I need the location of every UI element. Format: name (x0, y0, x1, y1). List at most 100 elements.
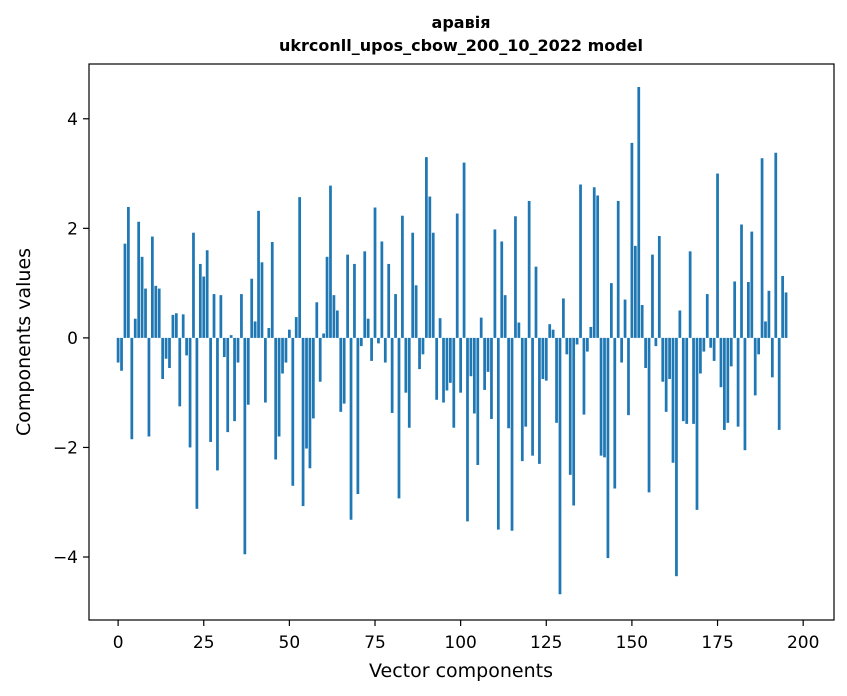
bar (144, 288, 147, 338)
bar (397, 337, 401, 499)
bar (212, 294, 216, 338)
bar (370, 337, 373, 361)
bar (264, 337, 267, 403)
bar (644, 337, 647, 369)
x-axis-label: Vector components (369, 660, 553, 682)
bar (774, 152, 778, 338)
bar (747, 282, 750, 338)
bar (130, 337, 134, 440)
bar (164, 337, 168, 359)
bar (349, 337, 353, 520)
bar (472, 337, 476, 414)
bar (353, 263, 356, 338)
bar (219, 295, 223, 338)
bar (736, 337, 740, 427)
bar (606, 337, 610, 559)
bar (216, 337, 219, 471)
bar (431, 232, 435, 338)
bar (599, 337, 603, 456)
bar (592, 187, 596, 338)
bar (654, 337, 658, 347)
bar (277, 337, 281, 437)
bar (596, 195, 600, 338)
bar (198, 263, 202, 338)
bar (668, 337, 671, 379)
bar (383, 337, 387, 363)
bar (168, 337, 171, 369)
bar (205, 250, 209, 338)
bar (325, 256, 329, 338)
x-tick-label: 125 (530, 633, 562, 653)
bar (692, 337, 695, 424)
bar (657, 236, 661, 338)
bar (356, 337, 360, 495)
bar (777, 337, 781, 430)
bar (181, 314, 185, 338)
bar (531, 337, 534, 456)
bar (729, 337, 733, 367)
bar (226, 337, 230, 433)
x-tick-label: 25 (193, 633, 215, 653)
bar (476, 337, 480, 465)
bar (377, 337, 380, 344)
bar (459, 337, 463, 393)
bar (486, 337, 490, 372)
bar (743, 337, 747, 451)
bar (733, 281, 737, 338)
bar (267, 328, 271, 338)
bar (171, 314, 175, 338)
bar (490, 337, 493, 419)
bar (233, 337, 236, 422)
bar (318, 337, 322, 382)
bar (311, 337, 315, 419)
bar (757, 337, 761, 355)
bar (709, 337, 713, 348)
bars-group (116, 87, 788, 595)
bar (524, 337, 528, 427)
bar (243, 337, 247, 555)
bar (253, 321, 257, 338)
bar (291, 337, 295, 486)
bar (390, 337, 394, 413)
bar (603, 337, 606, 458)
bar (294, 317, 298, 338)
bar (154, 285, 158, 338)
bar (140, 256, 144, 338)
bar (428, 196, 432, 338)
bar (582, 337, 586, 415)
bar (174, 313, 178, 338)
bar (716, 173, 719, 338)
bar (178, 337, 182, 407)
x-tick-label: 150 (616, 633, 648, 653)
bar (623, 299, 627, 338)
bar (137, 221, 141, 338)
bar (764, 321, 767, 338)
bar (359, 337, 363, 347)
bar (517, 322, 521, 338)
bar (127, 206, 130, 338)
y-tick-label: −4 (53, 548, 78, 568)
bar (407, 337, 411, 428)
bar (630, 142, 634, 338)
bar (363, 251, 367, 338)
bar (335, 310, 339, 338)
bar (442, 337, 445, 403)
bar (445, 337, 449, 391)
bar (151, 236, 154, 338)
bar (750, 231, 754, 338)
bar (209, 337, 212, 442)
bar (647, 337, 651, 493)
bar (575, 337, 579, 345)
bar (702, 337, 706, 352)
bar (380, 241, 384, 338)
bar (455, 213, 459, 338)
bar (346, 254, 349, 338)
x-tick-label: 200 (787, 633, 819, 653)
bar (688, 251, 692, 338)
bar (466, 337, 469, 522)
bar (544, 337, 548, 381)
bar (373, 207, 377, 338)
bar (274, 337, 278, 460)
bar (188, 337, 192, 448)
